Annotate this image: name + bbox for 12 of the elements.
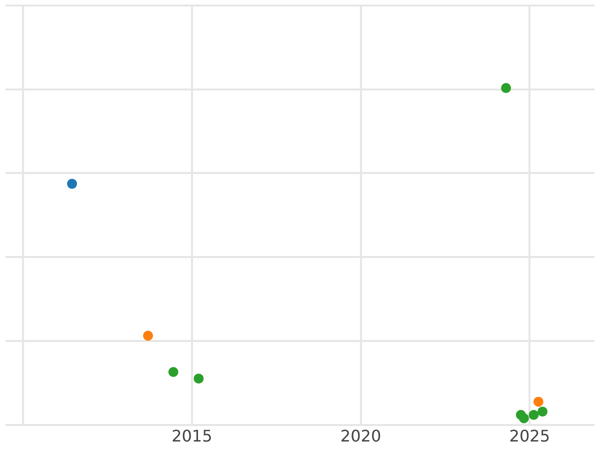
point	[501, 83, 512, 94]
point	[528, 410, 539, 420]
x-tick-label: 2015	[172, 426, 212, 446]
point	[168, 366, 178, 377]
point	[67, 178, 78, 189]
point	[537, 406, 548, 417]
point	[194, 374, 204, 384]
x-tick-label: 2025	[509, 426, 550, 446]
x-tick-label: 2020	[340, 426, 382, 446]
point	[143, 330, 154, 341]
point	[518, 413, 529, 424]
point	[533, 396, 544, 407]
